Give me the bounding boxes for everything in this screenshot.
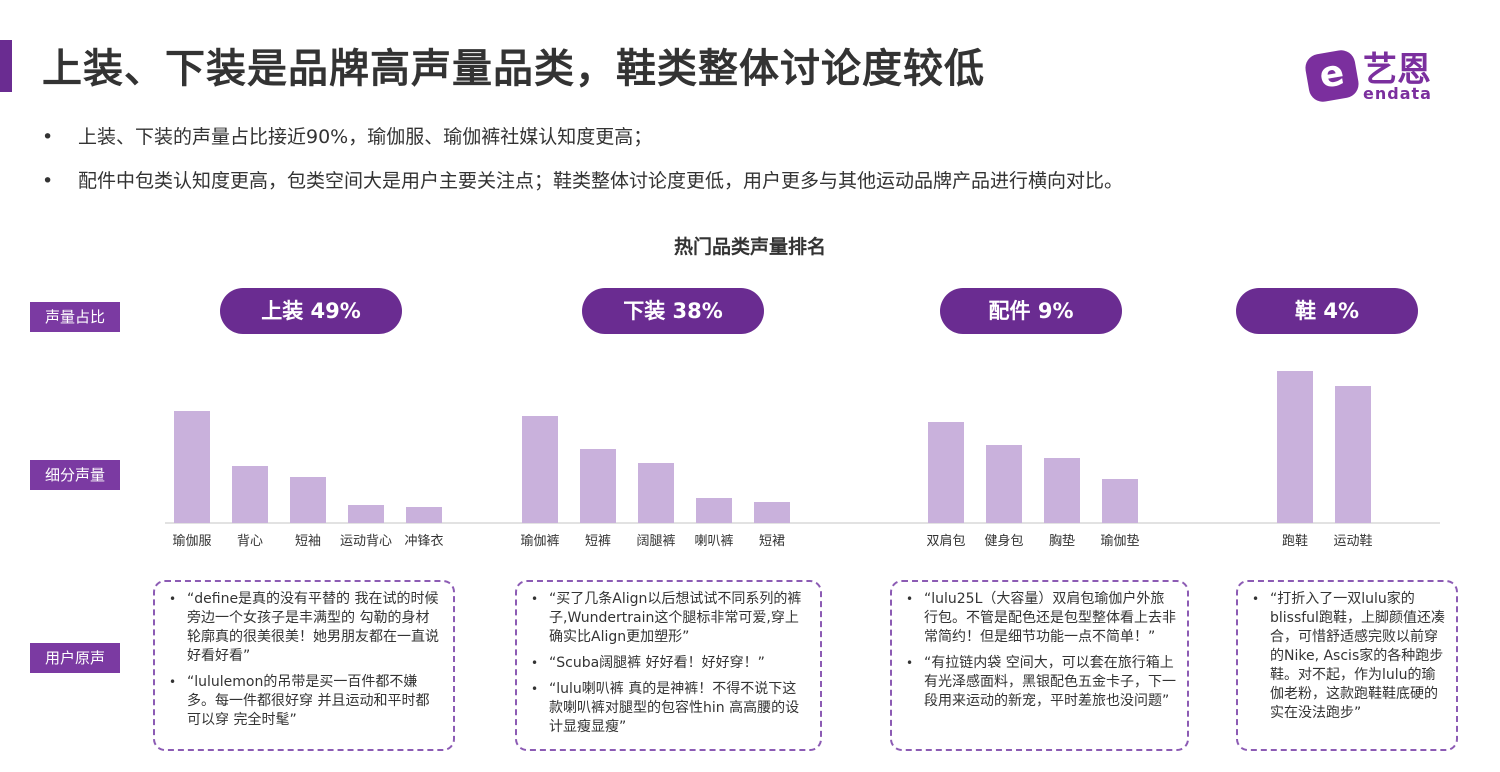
bar — [638, 463, 674, 523]
user-quote: “买了几条Align以后想试试不同系列的裤子,Wundertrain这个腿标非常… — [527, 590, 810, 647]
user-quote: “打折入了一双lulu家的blissful跑鞋，上脚颜值还凑合，可惜舒适感完败以… — [1248, 590, 1446, 723]
category-tick-label: 运动鞋 — [1333, 533, 1372, 549]
category-tick-label: 健身包 — [984, 533, 1023, 549]
category-tick-label: 瑜伽垫 — [1100, 533, 1139, 549]
row-label-sub: 细分声量 — [30, 460, 120, 490]
summary-bullets: 上装、下装的声量占比接近90%，瑜伽服、瑜伽裤社媒认知度更高； 配件中包类认知度… — [42, 122, 1123, 210]
logo-text-cn: 艺恩 — [1363, 50, 1431, 90]
share-pill: 配件 9% — [940, 288, 1122, 334]
row-label-share: 声量占比 — [30, 302, 120, 332]
bar — [348, 505, 384, 523]
logo-text-en: endata — [1363, 84, 1432, 103]
bar — [696, 498, 732, 523]
quote-box-bottoms: “买了几条Align以后想试试不同系列的裤子,Wundertrain这个腿标非常… — [515, 580, 822, 751]
summary-bullet: 上装、下装的声量占比接近90%，瑜伽服、瑜伽裤社媒认知度更高； — [42, 122, 1123, 166]
category-tick-label: 跑鞋 — [1282, 533, 1308, 549]
quote-box-tops: “define是真的没有平替的 我在试的时候旁边一个女孩子是丰满型的 勾勒的身材… — [153, 580, 455, 751]
chart-title: 热门品类声量排名 — [673, 236, 826, 258]
category-tick-label: 阔腿裤 — [636, 534, 675, 549]
category-tick-label: 喇叭裤 — [694, 534, 733, 549]
user-quote: “Scuba阔腿裤 好好看！好好穿！” — [527, 654, 810, 673]
category-tick-label: 双肩包 — [926, 533, 965, 549]
user-quote: “lululemon的吊带是买一百件都不嫌多。每一件都很好穿 并且运动和平时都可… — [165, 673, 443, 730]
user-quote: “define是真的没有平替的 我在试的时候旁边一个女孩子是丰满型的 勾勒的身材… — [165, 590, 443, 666]
bar — [1044, 458, 1080, 523]
page-title: 上装、下装是品牌高声量品类，鞋类整体讨论度较低 — [42, 46, 985, 92]
category-tick-label: 背心 — [237, 534, 263, 549]
user-quote: “lulu25L（大容量）双肩包瑜伽户外旅行包。不管是配色还是包型整体看上去非常… — [902, 590, 1177, 647]
quote-box-accessories: “lulu25L（大容量）双肩包瑜伽户外旅行包。不管是配色还是包型整体看上去非常… — [890, 580, 1189, 751]
bar — [754, 502, 790, 523]
bar — [1335, 386, 1371, 523]
bar — [522, 416, 558, 523]
bar — [928, 422, 964, 523]
title-accent-bar — [0, 40, 12, 92]
share-pill: 上装 49% — [220, 288, 402, 334]
category-tick-label: 短袖 — [295, 534, 321, 549]
share-pill: 鞋 4% — [1236, 288, 1418, 334]
user-quote: “lulu喇叭裤 真的是神裤！不得不说下这款喇叭裤对腿型的包容性hin 高高腰的… — [527, 680, 810, 737]
row-label-voice: 用户原声 — [30, 643, 120, 673]
category-tick-label: 胸垫 — [1049, 533, 1075, 549]
category-tick-label: 瑜伽裤 — [520, 534, 559, 549]
bar — [580, 449, 616, 523]
category-tick-label: 短裙 — [759, 534, 785, 549]
bar — [174, 411, 210, 523]
bar — [290, 477, 326, 523]
quote-box-shoes: “打折入了一双lulu家的blissful跑鞋，上脚颜值还凑合，可惜舒适感完败以… — [1236, 580, 1458, 751]
category-tick-label: 短裤 — [585, 534, 611, 549]
bar — [1277, 371, 1313, 523]
category-tick-label: 冲锋衣 — [404, 533, 443, 549]
endata-logo: e 艺恩 endata — [1303, 44, 1465, 106]
bar — [986, 445, 1022, 523]
category-tick-label: 运动背心 — [340, 534, 392, 549]
summary-bullet: 配件中包类认知度更高，包类空间大是用户主要关注点；鞋类整体讨论度更低，用户更多与… — [42, 166, 1123, 210]
bar — [1102, 479, 1138, 523]
category-tick-label: 瑜伽服 — [172, 534, 211, 549]
user-quote: “有拉链内袋 空间大，可以套在旅行箱上 有光泽感面料，黑银配色五金卡子，下一段用… — [902, 654, 1177, 711]
share-pill: 下装 38% — [582, 288, 764, 334]
bar — [232, 466, 268, 523]
bar — [406, 507, 442, 523]
